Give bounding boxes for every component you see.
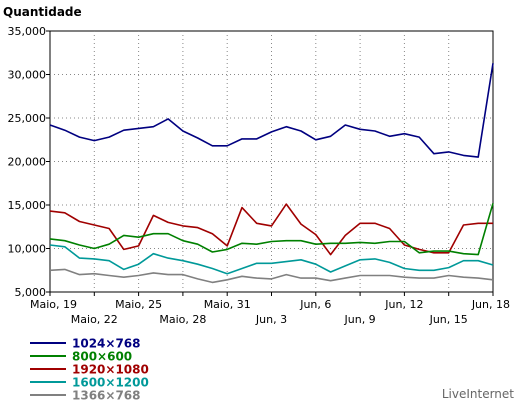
- x-tick-label: Jun, 12: [384, 298, 423, 311]
- series-lines: [49, 63, 494, 284]
- x-axis-ticks: Maio, 19 Maio, 22 Maio, 25 Maio, 28 Maio, 31…: [30, 292, 510, 326]
- x-tick-label: Jun, 9: [344, 313, 376, 326]
- x-tick-label: Maio, 28: [159, 313, 206, 326]
- y-tick-label: 10,000: [8, 243, 47, 256]
- legend-label: 1366×768: [72, 389, 141, 403]
- y-tick-label: 20,000: [8, 156, 47, 169]
- series-line-1920×1080: [49, 203, 493, 256]
- credit-text: LiveInternet: [442, 387, 514, 401]
- y-axis-ticks: 5,000 10,000 15,000 20,000 25,000 30,000 35,00…: [8, 25, 50, 299]
- y-axis-label: Quantidade: [3, 5, 82, 19]
- series-line-800×600: [49, 203, 494, 256]
- x-tick-label: Jun, 18: [471, 298, 510, 311]
- y-tick-label: 25,000: [8, 112, 47, 125]
- legend-label: 1024×768: [72, 337, 141, 351]
- y-tick-label: 35,000: [8, 25, 47, 38]
- x-tick-label: Jun, 6: [299, 298, 331, 311]
- legend-label: 1920×1080: [72, 363, 149, 377]
- x-tick-label: Jun, 15: [429, 313, 468, 326]
- legend-label: 1600×1200: [72, 376, 149, 390]
- series-line-1600×1200: [49, 244, 494, 275]
- series-line-1366×768: [49, 268, 494, 284]
- x-tick-label: Maio, 25: [115, 298, 162, 311]
- legend: 1024×768800×6001920×10801600×12001366×76…: [30, 337, 149, 403]
- legend-label: 800×600: [72, 350, 132, 364]
- x-tick-label: Maio, 19: [30, 298, 77, 311]
- y-tick-label: 30,000: [8, 69, 47, 82]
- y-tick-label: 5,000: [15, 286, 47, 299]
- series-line-1024×768: [49, 63, 494, 158]
- x-tick-label: Maio, 22: [71, 313, 118, 326]
- x-tick-label: Maio, 31: [204, 298, 251, 311]
- x-tick-label: Jun, 3: [255, 313, 287, 326]
- y-tick-label: 15,000: [8, 199, 47, 212]
